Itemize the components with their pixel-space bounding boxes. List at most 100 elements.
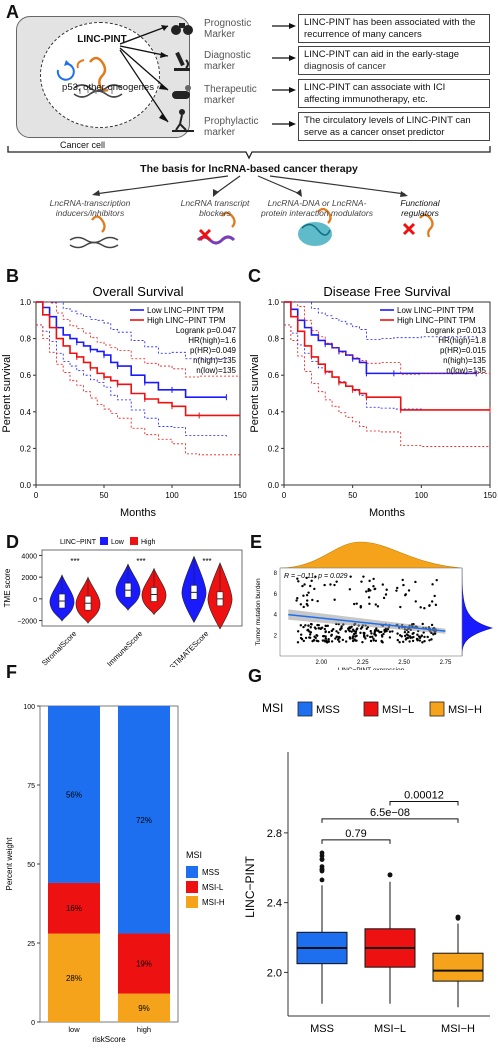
y-tick-label: 2000 — [21, 575, 37, 582]
y-tick-label: 0.6 — [20, 371, 32, 380]
scatter-point — [423, 607, 426, 610]
stat-label: HR(high)=1.8 — [438, 336, 486, 345]
legend-swatch — [363, 701, 379, 717]
scatter-point — [362, 631, 365, 635]
scatter-point — [309, 626, 312, 629]
functional-regulator-icon — [402, 213, 434, 238]
correlation-annotation: R = −0.11, p = 0.029 — [284, 573, 348, 580]
y-axis-label: LINC−PINT — [243, 855, 257, 917]
scatter-point — [353, 638, 356, 641]
therapy-label: Functional — [400, 198, 440, 208]
scatter-point — [402, 640, 405, 644]
brace — [7, 146, 491, 160]
nucleus — [40, 22, 160, 128]
y-axis-label: Tumor mutation burden — [255, 578, 262, 646]
scatter-point — [372, 585, 375, 588]
box-text: recurrence of many cancers — [304, 29, 422, 40]
therapy-label: LncRNA transcript — [180, 198, 250, 208]
marker-box-diagnostic: LINC-PINT can aid in the early-stage diag… — [298, 46, 490, 75]
scatter-point — [403, 630, 407, 634]
scatter-point — [352, 632, 356, 636]
legend-label: MSI-L — [202, 883, 224, 892]
comparison-p-value: 6.5e−08 — [370, 807, 410, 819]
scatter-point — [337, 631, 340, 635]
therapy-label: LncRNA-DNA or LncRNA- — [267, 198, 367, 208]
y-tick-label: 0 — [31, 1020, 35, 1027]
legend-label: MSI−H — [448, 704, 482, 716]
box-text: LINC-PINT can aid in the early-stage — [304, 49, 460, 60]
stat-label: HR(high)=1.6 — [188, 336, 236, 345]
x-tick-label: MSS — [310, 1023, 334, 1035]
scatter-point — [308, 633, 312, 636]
scatter-point — [419, 606, 422, 609]
regression-line — [288, 613, 446, 632]
protein-icon — [298, 207, 332, 246]
y-tick-label: 50 — [27, 862, 35, 869]
scatter-point — [359, 604, 363, 608]
scatter-point — [299, 624, 303, 627]
scatter-point — [296, 597, 299, 600]
scatter-point — [426, 635, 429, 639]
scatter-point — [373, 587, 377, 590]
legend-swatch — [186, 866, 198, 878]
category-label: ImmuneScore — [105, 629, 144, 667]
scatter-point — [349, 575, 352, 578]
y-tick-label: 8 — [274, 571, 278, 577]
marker-label: Marker — [204, 29, 236, 40]
panel-a-letter: A — [6, 2, 19, 22]
scatter-point — [338, 636, 341, 639]
scatter-point — [348, 588, 352, 591]
therapy-label: protein interaction modulators — [261, 208, 373, 218]
confidence-lower — [284, 324, 491, 448]
stat-label: p(HR)=0.015 — [440, 346, 487, 355]
x-tick-label: 0 — [282, 491, 287, 500]
scatter-point — [311, 598, 314, 602]
legend-label: High LINC−PINT TPM — [147, 316, 226, 325]
scatter-point — [377, 629, 380, 632]
cycle-arrow-icon — [56, 63, 75, 81]
scatter-point — [385, 629, 388, 633]
scatter-point — [316, 599, 319, 603]
scatter-point — [382, 596, 386, 600]
overall-survival-chart: Overall Survival 0.0 0.2 0.4 0.6 0.8 1.0 0 50 100… — [1, 284, 247, 519]
scatter-point — [339, 628, 342, 631]
scatter-point — [334, 637, 337, 640]
scatter-point — [385, 588, 388, 591]
scatter-point — [421, 641, 424, 644]
bar-segment — [118, 706, 170, 934]
scatter-point — [306, 599, 309, 602]
scatter-point — [391, 630, 394, 633]
bar-segment — [118, 933, 170, 994]
marker-box-therapeutic: LINC-PINT can associate with ICI affectin… — [298, 79, 490, 108]
stat-label: n(high)=135 — [193, 356, 236, 365]
scatter-point — [314, 636, 317, 640]
scatter-point — [319, 627, 322, 631]
outlier-point — [319, 877, 325, 883]
scatter-point — [330, 629, 333, 633]
x-axis-label: riskScore — [92, 1035, 126, 1044]
y-tick-label: 4000 — [21, 553, 37, 560]
scatter-point — [384, 593, 388, 596]
scatter-point — [428, 604, 431, 607]
comparison-bracket — [321, 839, 391, 844]
significance-label: *** — [202, 557, 211, 566]
scatter-point — [365, 627, 368, 631]
scatter-point — [352, 602, 356, 606]
y-tick-label: 1.0 — [20, 298, 32, 307]
scatter-point — [302, 639, 306, 643]
scatter-point — [313, 587, 316, 591]
scatter-point — [372, 637, 375, 641]
scatter-point — [396, 586, 399, 590]
scatter-point — [313, 626, 317, 629]
scatter-point — [335, 635, 338, 638]
scatter-point — [367, 589, 370, 593]
x-tick-label: 2.25 — [357, 660, 369, 666]
scatter-point — [321, 634, 325, 638]
binoculars-icon — [171, 23, 193, 35]
scatter-point — [388, 630, 392, 633]
scatter-point — [368, 579, 371, 583]
scatter-point — [398, 634, 402, 637]
y-tick-label: 4 — [274, 613, 278, 619]
cancer-cell-label: Cancer cell — [60, 140, 106, 150]
rna-dna-icon — [69, 215, 119, 249]
